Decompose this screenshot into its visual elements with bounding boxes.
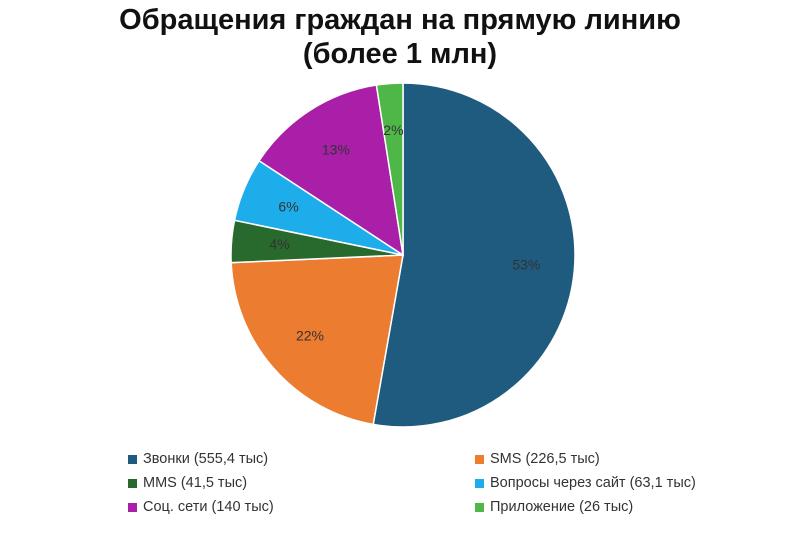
legend-label-0: Звонки (555,4 тыс) — [143, 451, 269, 467]
pie-slice-label-1: 22% — [296, 327, 324, 343]
pie-slice-1 — [230, 254, 404, 426]
legend-swatch-5 — [475, 502, 484, 512]
legend-item-5: Приложение (26 тыс) — [475, 496, 633, 518]
legend-label-3: Вопросы через сайт (63,1 тыс) — [490, 475, 696, 491]
legend-item-4: Соц. сети (140 тыс) — [128, 496, 274, 518]
legend-label-1: SMS (226,5 тыс) — [490, 451, 600, 467]
pie-slice-5 — [375, 82, 404, 256]
pie-slice-4 — [258, 84, 405, 257]
chart-title-line-1: Обращения граждан на прямую линию — [119, 4, 681, 36]
pie-slice-label-4: 13% — [322, 142, 350, 158]
pie-slice-0 — [372, 82, 576, 428]
legend-swatch-0 — [128, 454, 137, 464]
pie-slice-label-3: 6% — [278, 198, 298, 214]
legend-swatch-2 — [128, 478, 137, 488]
legend-swatch-4 — [128, 502, 137, 512]
pie-slice-label-0: 53% — [512, 256, 540, 272]
chart-title-line-2: (более 1 млн) — [302, 38, 498, 70]
legend-item-2: MMS (41,5 тыс) — [128, 472, 247, 494]
legend-item-1: SMS (226,5 тыс) — [475, 448, 600, 470]
legend-item-3: Вопросы через сайт (63,1 тыс) — [475, 472, 696, 494]
legend-label-4: Соц. сети (140 тыс) — [143, 499, 274, 515]
pie-slice-label-2: 4% — [269, 236, 289, 252]
legend-item-0: Звонки (555,4 тыс) — [128, 448, 268, 470]
pie-slice-label-5: 2% — [383, 122, 403, 138]
legend-label-2: MMS (41,5 тыс) — [143, 475, 248, 491]
legend-label-5: Приложение (26 тыс) — [490, 499, 634, 515]
legend-swatch-3 — [475, 478, 484, 488]
legend-swatch-1 — [475, 454, 484, 464]
